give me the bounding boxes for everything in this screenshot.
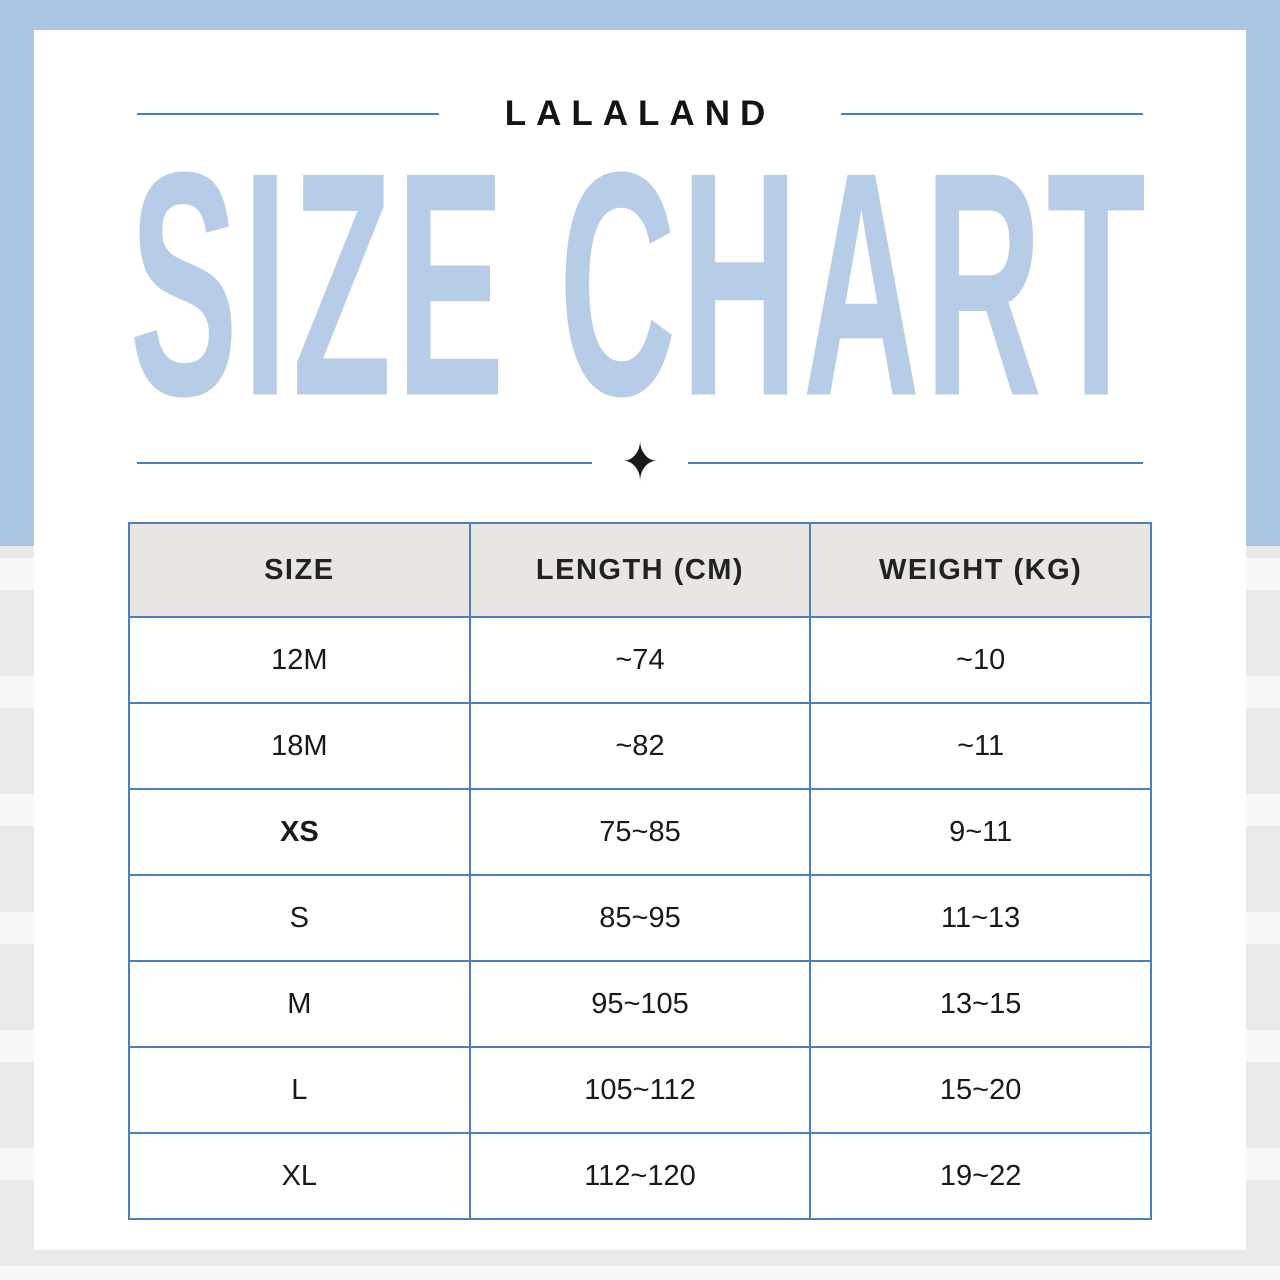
table-cell: ~74	[468, 616, 812, 704]
table-row: XS 75~85 9~11	[128, 788, 1152, 876]
brand-rule-left	[136, 113, 439, 115]
table-row: XL 112~120 19~22	[128, 1132, 1152, 1220]
table-row: L 105~112 15~20	[128, 1046, 1152, 1134]
table-cell: 19~22	[809, 1132, 1152, 1220]
table-cell: XS	[128, 788, 471, 876]
table-cell: 15~20	[809, 1046, 1152, 1134]
table-row: 12M ~74 ~10	[128, 616, 1152, 704]
divider-rule-left	[136, 462, 592, 464]
table-cell: 18M	[128, 702, 471, 790]
table-cell: ~11	[809, 702, 1152, 790]
table-cell: 9~11	[809, 788, 1152, 876]
table-cell: M	[128, 960, 471, 1048]
divider: ✦	[34, 436, 1246, 489]
table-cell: 13~15	[809, 960, 1152, 1048]
table-cell: ~10	[809, 616, 1152, 704]
title-block: SIZE CHART	[34, 125, 1246, 444]
size-chart-title: SIZE CHART	[129, 107, 1151, 463]
brand-header: LALALAND	[34, 94, 1246, 134]
table-cell: 95~105	[468, 960, 812, 1048]
table-cell: 75~85	[468, 788, 812, 876]
table-cell: 105~112	[468, 1046, 812, 1134]
brand-rule-right	[841, 113, 1144, 115]
table-row: S 85~95 11~13	[128, 874, 1152, 962]
size-table-header-row: SIZE LENGTH (CM) WEIGHT (KG)	[128, 522, 1152, 618]
table-cell: XL	[128, 1132, 471, 1220]
table-cell: 12M	[128, 616, 471, 704]
table-cell: S	[128, 874, 471, 962]
sparkle-icon: ✦	[621, 431, 659, 493]
size-table-body: 12M ~74 ~10 18M ~82 ~11 XS 75~85 9~11 S 85~95 11~13…	[128, 616, 1152, 1220]
table-cell: 112~120	[468, 1132, 812, 1220]
col-header-weight: WEIGHT (KG)	[809, 522, 1152, 618]
table-row: 18M ~82 ~11	[128, 702, 1152, 790]
col-header-length: LENGTH (CM)	[468, 522, 812, 618]
col-header-size: SIZE	[128, 522, 471, 618]
content-card: LALALAND SIZE CHART ✦ SIZE LENGTH (CM) W…	[34, 30, 1246, 1250]
table-cell: 11~13	[809, 874, 1152, 962]
table-row: M 95~105 13~15	[128, 960, 1152, 1048]
brand-text: LALALAND	[504, 94, 776, 133]
table-cell: ~82	[468, 702, 812, 790]
size-table: SIZE LENGTH (CM) WEIGHT (KG) 12M ~74 ~10 18…	[128, 522, 1152, 1220]
table-cell: L	[128, 1046, 471, 1134]
table-cell: 85~95	[468, 874, 812, 962]
divider-rule-right	[688, 462, 1144, 464]
